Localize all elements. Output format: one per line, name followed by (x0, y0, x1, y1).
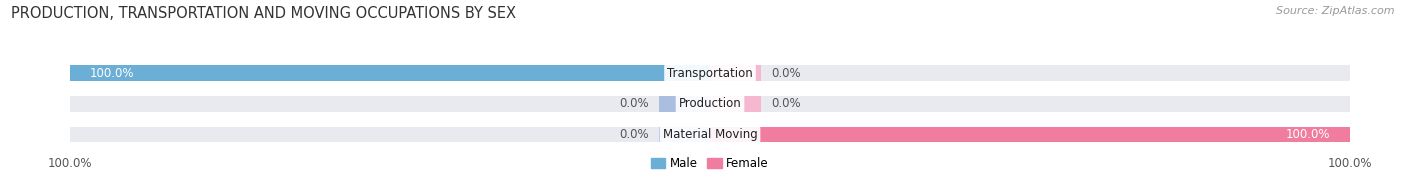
Bar (710, 127, 1350, 142)
Text: 0.0%: 0.0% (770, 67, 800, 80)
Legend: Male, Female: Male, Female (647, 152, 773, 174)
Bar (70, 65, 1350, 81)
Text: PRODUCTION, TRANSPORTATION AND MOVING OCCUPATIONS BY SEX: PRODUCTION, TRANSPORTATION AND MOVING OC… (11, 6, 516, 21)
Bar (70, 65, 710, 81)
Text: Source: ZipAtlas.com: Source: ZipAtlas.com (1277, 6, 1395, 16)
Text: Production: Production (679, 97, 741, 110)
Bar (70, 127, 1350, 142)
Text: Transportation: Transportation (668, 67, 752, 80)
Text: 100.0%: 100.0% (1286, 128, 1330, 141)
Bar (659, 96, 710, 112)
Text: 100.0%: 100.0% (90, 67, 134, 80)
Bar (70, 96, 1350, 112)
Bar (710, 96, 761, 112)
Text: 0.0%: 0.0% (620, 128, 650, 141)
Text: 0.0%: 0.0% (770, 97, 800, 110)
Bar (659, 127, 710, 142)
Text: 0.0%: 0.0% (620, 97, 650, 110)
Bar (710, 65, 761, 81)
Text: Material Moving: Material Moving (662, 128, 758, 141)
